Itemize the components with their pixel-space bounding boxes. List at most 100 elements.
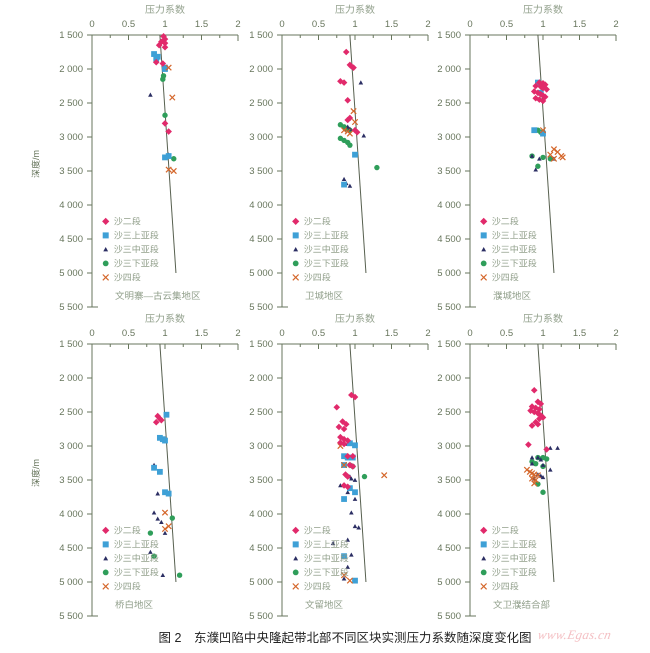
- svg-text:压力系数: 压力系数: [335, 4, 375, 16]
- svg-text:0.5: 0.5: [312, 19, 325, 30]
- svg-text:3 500: 3 500: [437, 475, 461, 486]
- svg-text:4 500: 4 500: [249, 543, 273, 554]
- svg-text:3 500: 3 500: [437, 166, 461, 177]
- svg-text:1.5: 1.5: [573, 19, 586, 30]
- svg-text:4 500: 4 500: [59, 234, 83, 245]
- svg-text:0: 0: [467, 328, 472, 339]
- svg-text:2: 2: [613, 328, 618, 339]
- svg-text:沙三中亚段: 沙三中亚段: [492, 245, 537, 255]
- svg-text:2 500: 2 500: [59, 407, 83, 418]
- svg-text:1.5: 1.5: [195, 19, 208, 30]
- svg-text:沙二段: 沙二段: [114, 217, 141, 227]
- svg-text:压力系数: 压力系数: [145, 4, 185, 16]
- svg-text:沙三下亚段: 沙三下亚段: [114, 568, 159, 578]
- svg-text:4 000: 4 000: [437, 200, 461, 211]
- svg-text:0.5: 0.5: [500, 328, 513, 339]
- svg-text:4 000: 4 000: [249, 200, 273, 211]
- svg-text:0.5: 0.5: [500, 19, 513, 30]
- svg-text:沙三中亚段: 沙三中亚段: [304, 554, 349, 564]
- svg-text:3 000: 3 000: [59, 441, 83, 452]
- svg-text:沙三上亚段: 沙三上亚段: [114, 540, 159, 550]
- svg-text:5 000: 5 000: [59, 577, 83, 588]
- svg-text:沙三下亚段: 沙三下亚段: [492, 259, 537, 269]
- svg-text:沙四段: 沙四段: [304, 273, 331, 283]
- svg-text:1: 1: [162, 328, 167, 339]
- svg-text:沙四段: 沙四段: [492, 582, 519, 592]
- svg-text:0: 0: [89, 19, 94, 30]
- svg-text:3 000: 3 000: [437, 132, 461, 143]
- svg-text:沙四段: 沙四段: [492, 273, 519, 283]
- svg-text:沙三中亚段: 沙三中亚段: [492, 554, 537, 564]
- svg-text:1: 1: [162, 19, 167, 30]
- svg-text:4 500: 4 500: [437, 543, 461, 554]
- svg-text:沙三上亚段: 沙三上亚段: [492, 231, 537, 241]
- svg-text:1: 1: [540, 19, 545, 30]
- svg-text:1.5: 1.5: [195, 328, 208, 339]
- svg-text:1: 1: [352, 328, 357, 339]
- svg-text:2 000: 2 000: [437, 64, 461, 75]
- svg-text:沙三中亚段: 沙三中亚段: [114, 554, 159, 564]
- svg-text:2 500: 2 500: [59, 98, 83, 109]
- svg-text:5 000: 5 000: [437, 268, 461, 279]
- svg-text:沙二段: 沙二段: [492, 217, 519, 227]
- svg-text:4 000: 4 000: [59, 200, 83, 211]
- svg-text:1 500: 1 500: [249, 339, 273, 350]
- svg-text:3 000: 3 000: [249, 132, 273, 143]
- svg-text:3 000: 3 000: [59, 132, 83, 143]
- svg-text:3 500: 3 500: [249, 475, 273, 486]
- svg-text:4 500: 4 500: [249, 234, 273, 245]
- svg-text:2 000: 2 000: [249, 373, 273, 384]
- svg-text:1.5: 1.5: [385, 328, 398, 339]
- svg-text:0: 0: [467, 19, 472, 30]
- svg-text:5 500: 5 500: [249, 611, 273, 622]
- svg-text:5 000: 5 000: [249, 268, 273, 279]
- svg-text:1 500: 1 500: [59, 339, 83, 350]
- svg-text:沙三下亚段: 沙三下亚段: [492, 568, 537, 578]
- svg-text:4 000: 4 000: [249, 509, 273, 520]
- svg-text:2 500: 2 500: [249, 98, 273, 109]
- svg-text:文卫濮结合部: 文卫濮结合部: [493, 599, 550, 611]
- svg-text:3 500: 3 500: [249, 166, 273, 177]
- svg-text:沙二段: 沙二段: [304, 526, 331, 536]
- svg-text:1 500: 1 500: [59, 30, 83, 41]
- svg-text:沙三上亚段: 沙三上亚段: [304, 540, 349, 550]
- svg-text:3 000: 3 000: [437, 441, 461, 452]
- svg-text:2 000: 2 000: [59, 373, 83, 384]
- svg-text:4 500: 4 500: [437, 234, 461, 245]
- svg-text:0: 0: [89, 328, 94, 339]
- svg-text:1: 1: [352, 19, 357, 30]
- svg-text:压力系数: 压力系数: [335, 313, 375, 325]
- svg-text:2 000: 2 000: [437, 373, 461, 384]
- svg-text:沙四段: 沙四段: [304, 582, 331, 592]
- svg-text:5 000: 5 000: [437, 577, 461, 588]
- svg-text:压力系数: 压力系数: [145, 313, 185, 325]
- svg-text:1.5: 1.5: [573, 328, 586, 339]
- svg-text:4 000: 4 000: [59, 509, 83, 520]
- svg-text:3 000: 3 000: [249, 441, 273, 452]
- svg-text:1: 1: [540, 328, 545, 339]
- svg-text:沙三上亚段: 沙三上亚段: [304, 231, 349, 241]
- svg-text:2 500: 2 500: [437, 407, 461, 418]
- svg-text:沙三上亚段: 沙三上亚段: [492, 540, 537, 550]
- svg-text:沙三下亚段: 沙三下亚段: [114, 259, 159, 269]
- svg-text:压力系数: 压力系数: [523, 4, 563, 16]
- svg-text:1 500: 1 500: [249, 30, 273, 41]
- svg-text:5 000: 5 000: [249, 577, 273, 588]
- svg-text:沙四段: 沙四段: [114, 273, 141, 283]
- svg-text:2: 2: [613, 19, 618, 30]
- svg-text:2 000: 2 000: [59, 64, 83, 75]
- svg-text:沙三中亚段: 沙三中亚段: [304, 245, 349, 255]
- svg-text:1 500: 1 500: [437, 30, 461, 41]
- svg-text:沙四段: 沙四段: [114, 582, 141, 592]
- svg-text:沙三上亚段: 沙三上亚段: [114, 231, 159, 241]
- svg-text:0.5: 0.5: [122, 328, 135, 339]
- svg-text:0.5: 0.5: [312, 328, 325, 339]
- svg-text:5 500: 5 500: [437, 611, 461, 622]
- svg-text:4 500: 4 500: [59, 543, 83, 554]
- svg-text:1.5: 1.5: [385, 19, 398, 30]
- svg-text:沙二段: 沙二段: [492, 526, 519, 536]
- svg-text:2 500: 2 500: [249, 407, 273, 418]
- svg-text:沙三下亚段: 沙三下亚段: [304, 259, 349, 269]
- svg-text:沙三中亚段: 沙三中亚段: [114, 245, 159, 255]
- svg-text:0.5: 0.5: [122, 19, 135, 30]
